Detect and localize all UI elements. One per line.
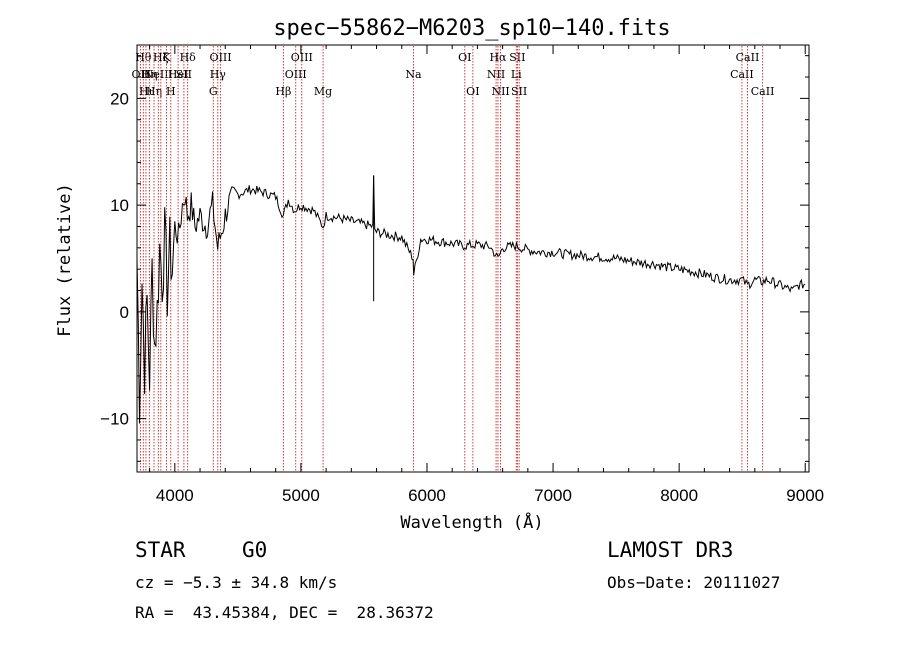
- x-axis: 4000 5000 6000 7000 8000 9000: [149, 45, 824, 505]
- redshift-velocity: cz = −5.3 ± 34.8 km/s: [135, 573, 338, 592]
- line-label: CaII: [736, 51, 760, 64]
- line-label: OIII: [285, 68, 307, 81]
- x-axis-label: Wavelength (Å): [400, 511, 543, 533]
- line-label: NII: [491, 85, 509, 98]
- line-label: Na: [405, 68, 422, 81]
- line-label: NII: [487, 68, 505, 81]
- x-tick-label: 7000: [534, 486, 572, 505]
- object-class: STAR: [135, 538, 186, 562]
- line-label: OII: [132, 68, 150, 81]
- y-tick-label: 10: [110, 196, 129, 215]
- line-label: H: [166, 85, 176, 98]
- line-label: K: [162, 51, 171, 64]
- survey-name: LAMOST DR3: [607, 538, 734, 562]
- line-label: Hη: [141, 68, 157, 81]
- y-tick-label: 0: [120, 303, 129, 322]
- line-label: Hβ: [275, 85, 291, 98]
- x-tick-label: 6000: [408, 486, 446, 505]
- sky-coordinates: RA = 43.45384, DEC = 28.36372: [135, 603, 434, 622]
- line-label: SII: [511, 85, 527, 98]
- y-tick-label: −10: [100, 410, 129, 429]
- line-label: G: [209, 85, 218, 98]
- line-label: Hη: [146, 85, 162, 98]
- y-axis-label: Flux (relative): [55, 183, 75, 337]
- line-label: OI: [458, 51, 471, 64]
- plot-frame: [136, 44, 810, 473]
- x-tick-label: 4000: [156, 486, 194, 505]
- line-label: Hα: [489, 51, 507, 64]
- line-label: CaII: [730, 68, 754, 81]
- line-label: Li: [511, 68, 522, 81]
- line-label: SII: [509, 51, 525, 64]
- line-label: OIII: [291, 51, 313, 64]
- x-tick-label: 8000: [660, 486, 698, 505]
- spectrum-line: [136, 175, 806, 424]
- line-label: SII: [176, 68, 192, 81]
- spectrum-series: [136, 175, 806, 424]
- y-tick-label: 20: [110, 89, 129, 108]
- observation-date: Obs−Date: 20111027: [607, 573, 781, 592]
- spectral-line-markers: OIIHθHιHηHηNeIIIHζKHHeISIIHδGHγOIIIHβOII…: [132, 46, 775, 471]
- line-label: Hζ: [153, 51, 169, 64]
- line-label: Hδ: [180, 51, 197, 64]
- line-label: Hγ: [210, 68, 227, 81]
- y-axis: −10 0 10 20: [100, 55, 809, 462]
- line-label: CaII: [751, 85, 775, 98]
- object-subclass: G0: [242, 538, 268, 562]
- line-label: NeIII: [144, 68, 173, 81]
- x-tick-label: 5000: [282, 486, 320, 505]
- line-label: OI: [466, 85, 479, 98]
- chart-title: spec−55862−M6203_sp10−140.fits: [273, 16, 670, 41]
- line-label: Mg: [314, 85, 332, 98]
- line-label: Hθ: [135, 51, 152, 64]
- x-tick-label: 9000: [786, 486, 824, 505]
- line-label: HeI: [168, 68, 188, 81]
- line-label: OIII: [210, 51, 232, 64]
